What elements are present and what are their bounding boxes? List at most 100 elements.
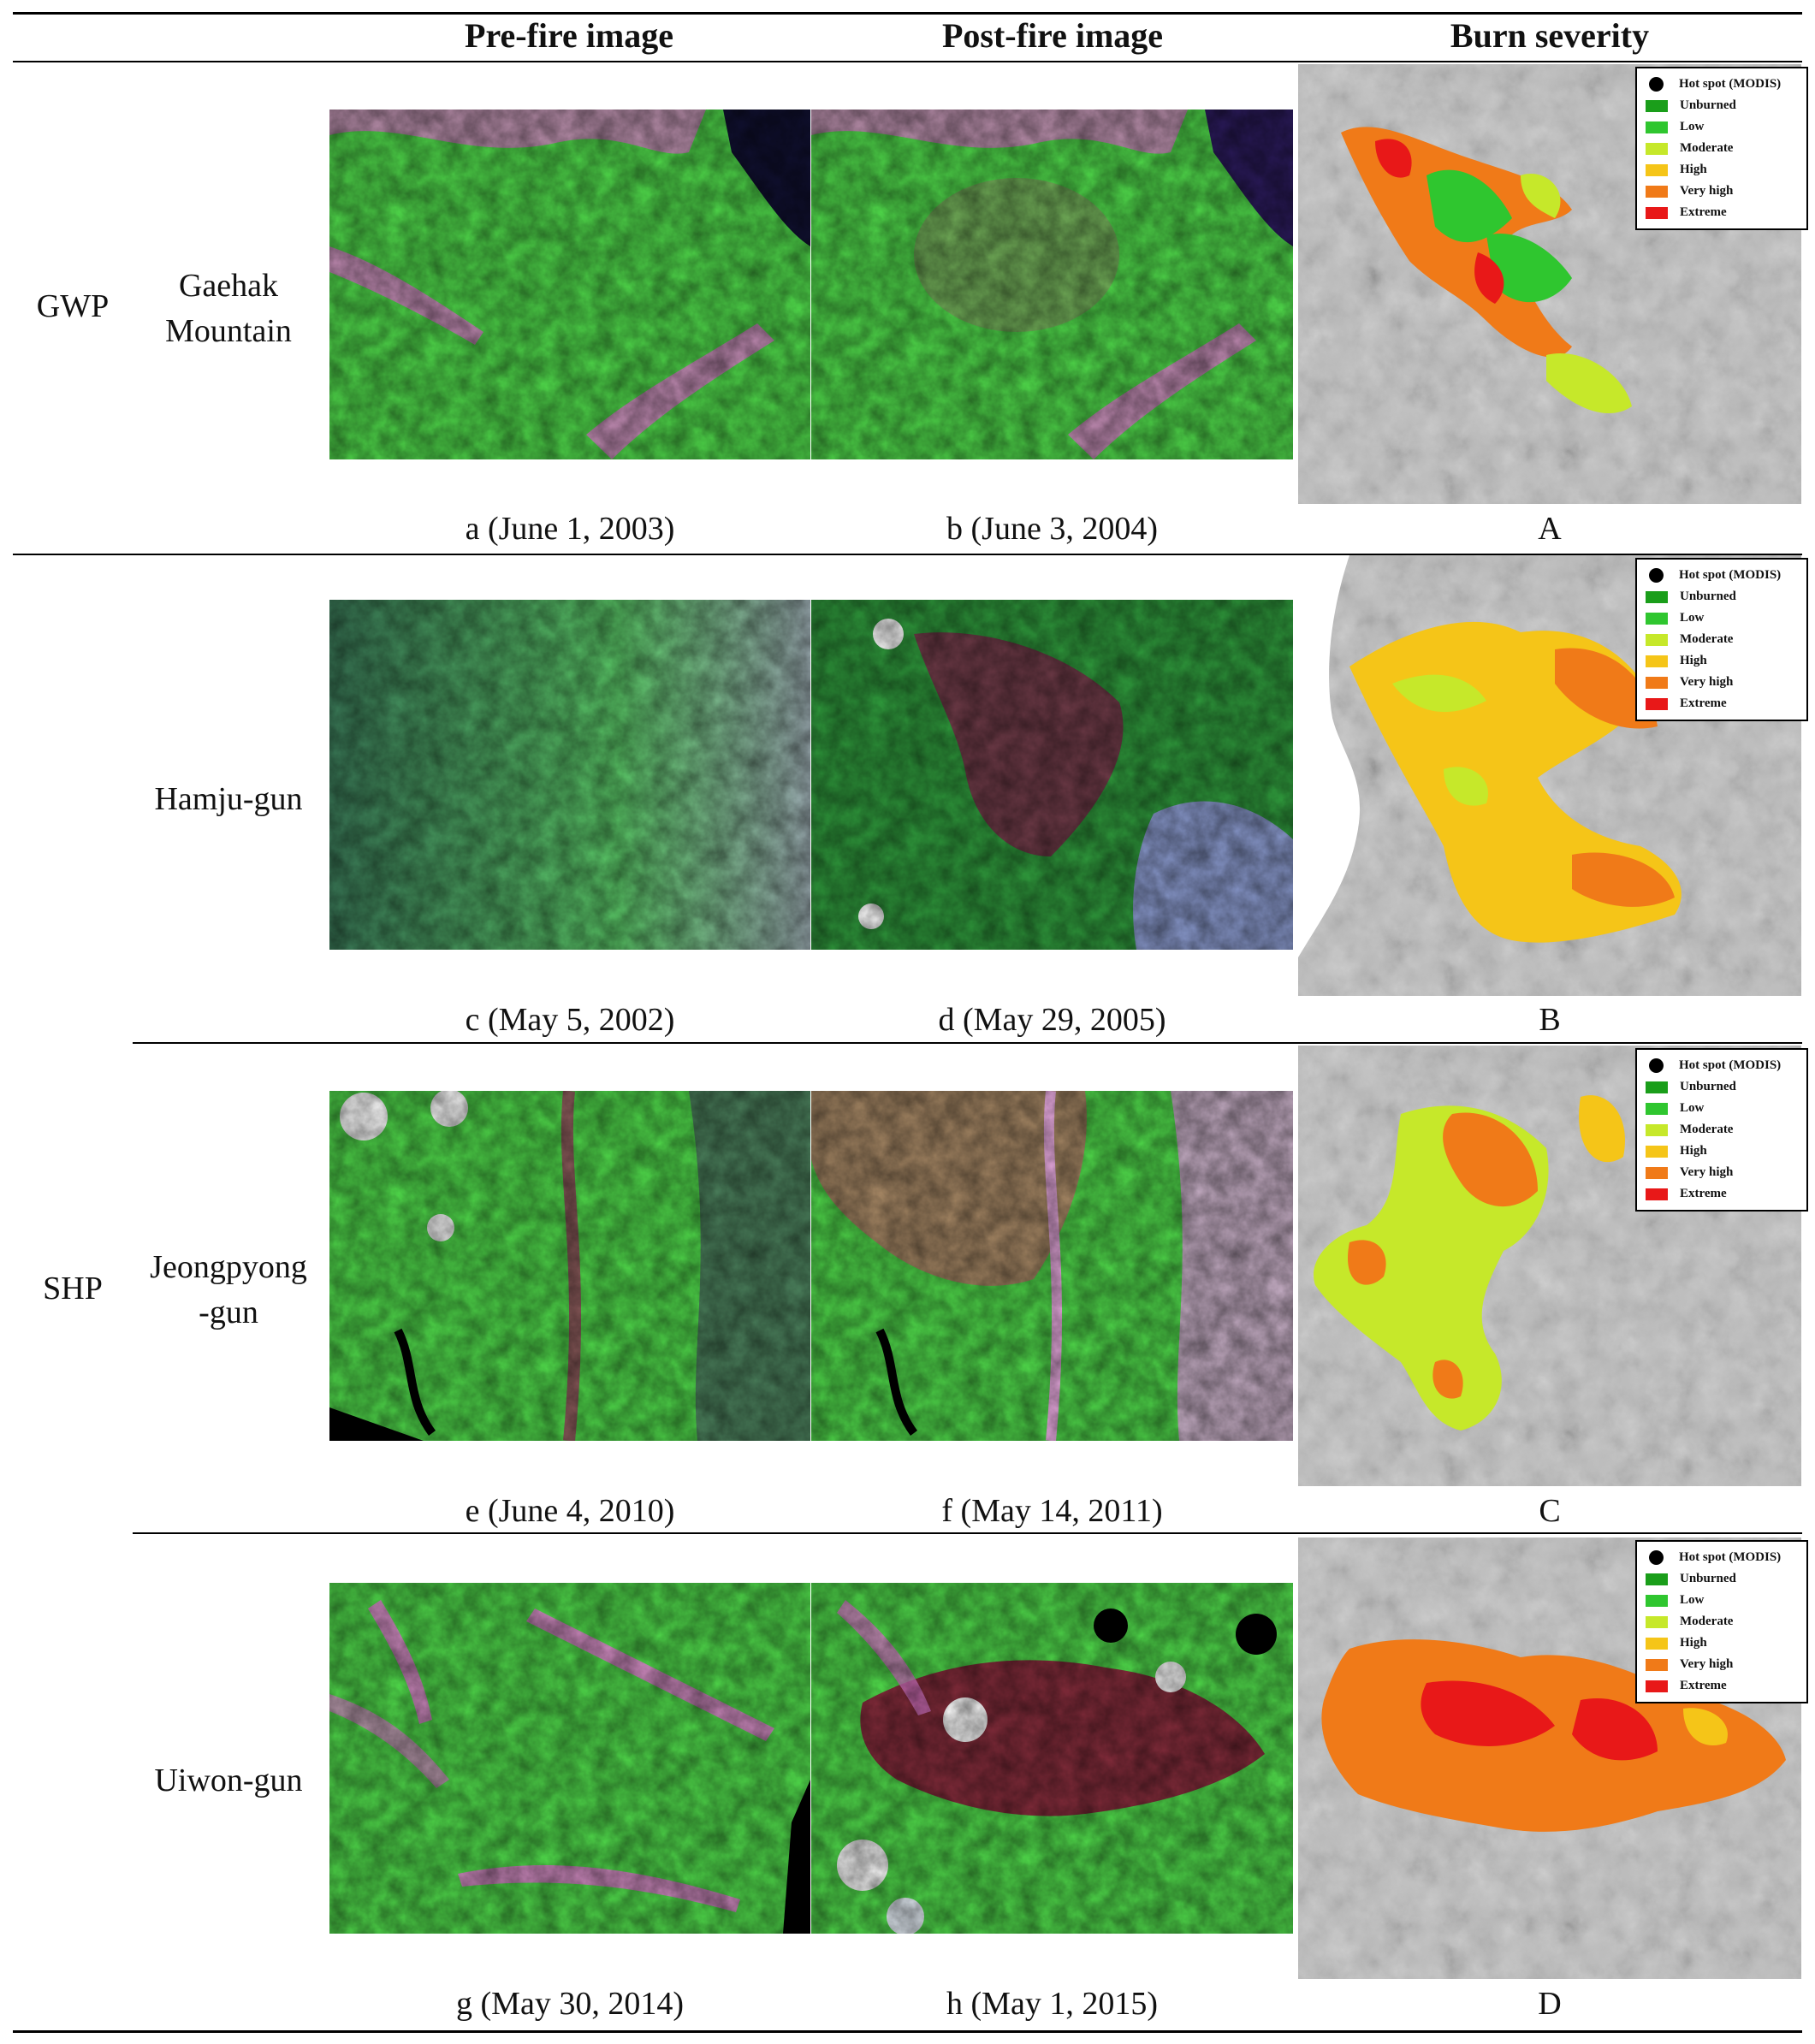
legend-label: Very high: [1680, 184, 1734, 198]
legend-label: Moderate: [1680, 1614, 1734, 1628]
legend-label: Low: [1680, 1593, 1705, 1607]
burn-severity-map-d: [1298, 1537, 1801, 1979]
severity-legend: Hot spot (MODIS) Unburned Low Moderate H…: [1635, 558, 1808, 721]
post-fire-image-b: [811, 110, 1293, 459]
legend-item: Moderate: [1646, 1119, 1798, 1140]
legend-label: High: [1680, 654, 1707, 667]
legend-label: Unburned: [1680, 590, 1736, 603]
hot-spot-dot-icon: [1649, 1058, 1664, 1073]
legend-item: Extreme: [1646, 1183, 1798, 1205]
legend-swatch: [1646, 1680, 1668, 1692]
legend-item: Very high: [1646, 672, 1798, 693]
hot-spot-dot-icon: [1649, 568, 1664, 583]
legend-label: Moderate: [1680, 141, 1734, 155]
legend-label: Hot spot (MODIS): [1679, 1058, 1782, 1072]
legend-swatch: [1646, 1166, 1668, 1179]
legend-item: Unburned: [1646, 586, 1798, 607]
legend-label: Unburned: [1680, 1572, 1736, 1585]
legend-item: Hot spot (MODIS): [1646, 1547, 1798, 1568]
caption-severity: D: [1538, 1986, 1562, 2022]
legend-label: Low: [1680, 1101, 1705, 1115]
post-fire-image-h: [811, 1583, 1293, 1934]
legend-label: High: [1680, 1636, 1707, 1650]
legend-swatch: [1646, 99, 1668, 112]
caption-pre-fire: e (June 4, 2010): [465, 1493, 675, 1529]
legend-item: Extreme: [1646, 1675, 1798, 1697]
legend-label: Hot spot (MODIS): [1679, 568, 1782, 582]
top-rule: [13, 12, 1802, 15]
legend-item: Very high: [1646, 181, 1798, 202]
caption-post-fire: d (May 29, 2005): [938, 1002, 1166, 1038]
legend-swatch: [1646, 612, 1668, 625]
severity-legend: Hot spot (MODIS) Unburned Low Moderate H…: [1635, 67, 1808, 230]
legend-swatch: [1646, 142, 1668, 155]
legend-swatch: [1646, 676, 1668, 689]
post-fire-image-d: [811, 600, 1293, 950]
legend-swatch: [1646, 1658, 1668, 1671]
legend-item: Very high: [1646, 1162, 1798, 1183]
bottom-rule: [13, 2030, 1802, 2033]
severity-legend: Hot spot (MODIS) Unburned Low Moderate H…: [1635, 1540, 1808, 1703]
site-label: Jeongpyong -gun: [150, 1249, 307, 1331]
caption-severity: C: [1539, 1493, 1561, 1529]
legend-item: High: [1646, 1140, 1798, 1162]
row-divider: [133, 1532, 1802, 1534]
legend-swatch: [1646, 1615, 1668, 1628]
legend-swatch: [1646, 1081, 1668, 1093]
hot-spot-dot-icon: [1649, 1550, 1664, 1565]
caption-pre-fire: g (May 30, 2014): [456, 1986, 684, 2022]
pre-fire-image-e: [329, 1091, 810, 1441]
post-fire-image-f: [811, 1091, 1293, 1441]
severity-legend: Hot spot (MODIS) Unburned Low Moderate H…: [1635, 1048, 1808, 1212]
legend-label: Hot spot (MODIS): [1679, 77, 1782, 91]
legend-swatch: [1646, 121, 1668, 133]
legend-label: Low: [1680, 611, 1705, 625]
legend-item: Hot spot (MODIS): [1646, 565, 1798, 586]
legend-item: Low: [1646, 607, 1798, 629]
header-pre-fire: Pre-fire image: [465, 16, 673, 55]
legend-swatch: [1646, 1188, 1668, 1200]
caption-severity: B: [1539, 1002, 1561, 1038]
legend-item: Extreme: [1646, 693, 1798, 714]
legend-swatch: [1646, 1145, 1668, 1158]
legend-label: Very high: [1680, 675, 1734, 689]
site-label: Gaehak Mountain: [165, 268, 292, 350]
legend-label: Very high: [1680, 1165, 1734, 1179]
caption-post-fire: b (June 3, 2004): [946, 511, 1158, 547]
header-rule: [13, 61, 1802, 62]
legend-swatch: [1646, 590, 1668, 603]
caption-post-fire: h (May 1, 2015): [946, 1986, 1158, 2022]
header-burn-severity: Burn severity: [1450, 16, 1650, 55]
legend-label: Extreme: [1680, 1679, 1727, 1692]
legend-item: Moderate: [1646, 1611, 1798, 1632]
legend-label: High: [1680, 1144, 1707, 1158]
legend-item: High: [1646, 650, 1798, 672]
legend-label: Unburned: [1680, 1080, 1736, 1093]
legend-label: Moderate: [1680, 632, 1734, 646]
legend-label: Moderate: [1680, 1123, 1734, 1136]
legend-item: High: [1646, 1632, 1798, 1654]
group-divider: [13, 554, 1802, 555]
legend-item: Moderate: [1646, 138, 1798, 159]
caption-pre-fire: c (May 5, 2002): [465, 1002, 675, 1038]
legend-label: Low: [1680, 120, 1705, 133]
legend-swatch: [1646, 1594, 1668, 1607]
row-divider: [133, 1042, 1802, 1044]
legend-item: Low: [1646, 1098, 1798, 1119]
hot-spot-dot-icon: [1649, 77, 1664, 92]
caption-post-fire: f (May 14, 2011): [941, 1493, 1163, 1529]
legend-item: Unburned: [1646, 1568, 1798, 1590]
legend-item: Unburned: [1646, 95, 1798, 116]
legend-swatch: [1646, 206, 1668, 219]
legend-swatch: [1646, 697, 1668, 710]
legend-swatch: [1646, 1123, 1668, 1136]
legend-swatch: [1646, 655, 1668, 667]
legend-swatch: [1646, 185, 1668, 198]
legend-item: Hot spot (MODIS): [1646, 74, 1798, 95]
legend-label: Extreme: [1680, 696, 1727, 710]
legend-label: High: [1680, 163, 1707, 176]
caption-severity: A: [1538, 511, 1562, 547]
legend-item: Low: [1646, 1590, 1798, 1611]
legend-label: Hot spot (MODIS): [1679, 1550, 1782, 1564]
group-label-shp: SHP: [43, 1271, 103, 1306]
